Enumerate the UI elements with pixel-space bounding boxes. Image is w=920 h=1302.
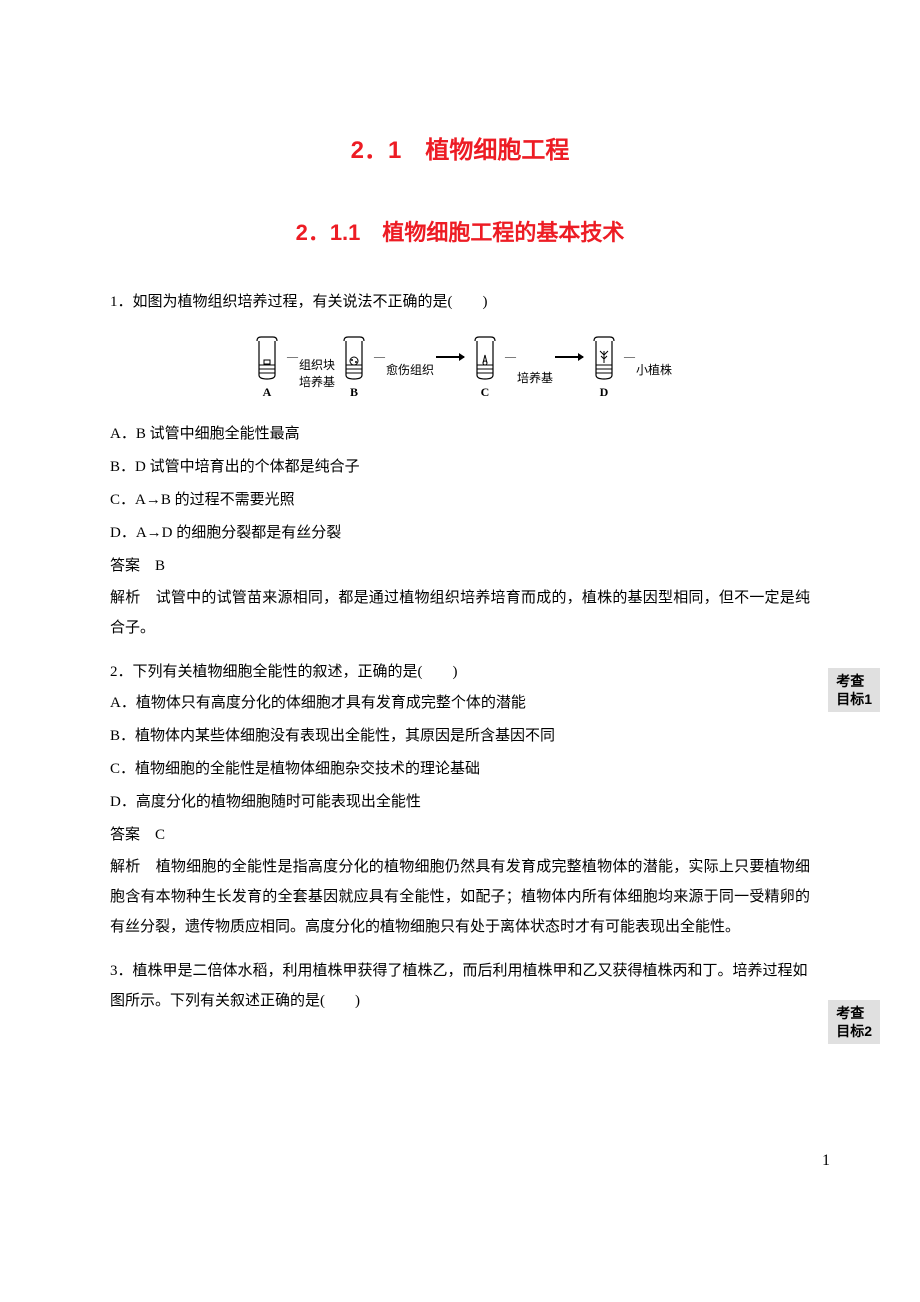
option: D．A→D 的细胞分裂都是有丝分裂 xyxy=(110,517,810,550)
target-line2: 目标1 xyxy=(836,690,872,708)
culture-diagram: A — 组织块 培养基 xyxy=(110,335,810,400)
page-number: 1 xyxy=(822,1152,830,1170)
tube-label-b: B xyxy=(350,385,358,400)
dash-icon: — xyxy=(624,351,635,363)
page: 2．1 植物细胞工程 2．1.1 植物细胞工程的基本技术 1．如图为植物组织培养… xyxy=(0,0,920,1200)
option: B．D 试管中培育出的个体都是纯合子 xyxy=(110,451,810,484)
answer-label: 答案 xyxy=(110,827,140,843)
target-box-1: 考查 目标1 xyxy=(828,668,880,712)
test-tube-icon xyxy=(470,335,500,381)
target-box-2: 考查 目标2 xyxy=(828,1000,880,1044)
option: A．植物体只有高度分化的体细胞才具有发育成完整个体的潜能 xyxy=(110,687,810,720)
section-title: 2．1 植物细胞工程 xyxy=(110,130,810,165)
dash-icon: — xyxy=(505,351,516,363)
option: D．高度分化的植物细胞随时可能表现出全能性 xyxy=(110,786,810,819)
answer-value: C xyxy=(155,827,165,843)
question-stem: 1．如图为植物组织培养过程，有关说法不正确的是( ) xyxy=(110,287,810,317)
test-tube-icon xyxy=(252,335,282,381)
answer-value: B xyxy=(155,558,165,574)
explain-label: 解析 xyxy=(110,590,140,606)
question-stem: 3．植株甲是二倍体水稻，利用植株甲获得了植株乙，而后利用植株甲和乙又获得植株丙和… xyxy=(110,956,810,1016)
explanation: 解析 试管中的试管苗来源相同，都是通过植物组织培养培育而成的，植株的基因型相同，… xyxy=(110,583,810,643)
option: C．A→B 的过程不需要光照 xyxy=(110,484,810,517)
answer-line: 答案 C xyxy=(110,819,810,852)
test-tube-icon xyxy=(339,335,369,381)
arrow-icon xyxy=(436,356,464,358)
subsection-title: 2．1.1 植物细胞工程的基本技术 xyxy=(110,215,810,247)
label-callus: 愈伤组织 xyxy=(386,361,434,378)
arrow-icon xyxy=(555,356,583,358)
answer-line: 答案 B xyxy=(110,550,810,583)
dash-icon: — xyxy=(374,351,385,363)
dash-icon: — xyxy=(287,351,298,363)
tube-label-d: D xyxy=(600,385,609,400)
question-stem: 2．下列有关植物细胞全能性的叙述，正确的是( ) xyxy=(110,657,810,687)
option: A．B 试管中细胞全能性最高 xyxy=(110,418,810,451)
label-tissue-block: 组织块 xyxy=(299,356,335,373)
explain-label: 解析 xyxy=(110,859,140,875)
label-plantlet: 小植株 xyxy=(636,361,672,378)
option: C．植物细胞的全能性是植物体细胞杂交技术的理论基础 xyxy=(110,753,810,786)
explanation: 解析 植物细胞的全能性是指高度分化的植物细胞仍然具有发育成完整植物体的潜能，实际… xyxy=(110,852,810,942)
explain-text: 植物细胞的全能性是指高度分化的植物细胞仍然具有发育成完整植物体的潜能，实际上只要… xyxy=(110,859,810,935)
target-line1: 考查 xyxy=(836,672,872,690)
answer-label: 答案 xyxy=(110,558,140,574)
target-line2: 目标2 xyxy=(836,1022,872,1040)
tube-label-c: C xyxy=(481,385,490,400)
option: B．植物体内某些体细胞没有表现出全能性，其原因是所含基因不同 xyxy=(110,720,810,753)
label-medium2: 培养基 xyxy=(517,369,553,386)
target-line1: 考查 xyxy=(836,1004,872,1022)
test-tube-icon xyxy=(589,335,619,381)
label-medium: 培养基 xyxy=(299,373,335,390)
tube-label-a: A xyxy=(263,385,272,400)
explain-text: 试管中的试管苗来源相同，都是通过植物组织培养培育而成的，植株的基因型相同，但不一… xyxy=(110,590,810,636)
